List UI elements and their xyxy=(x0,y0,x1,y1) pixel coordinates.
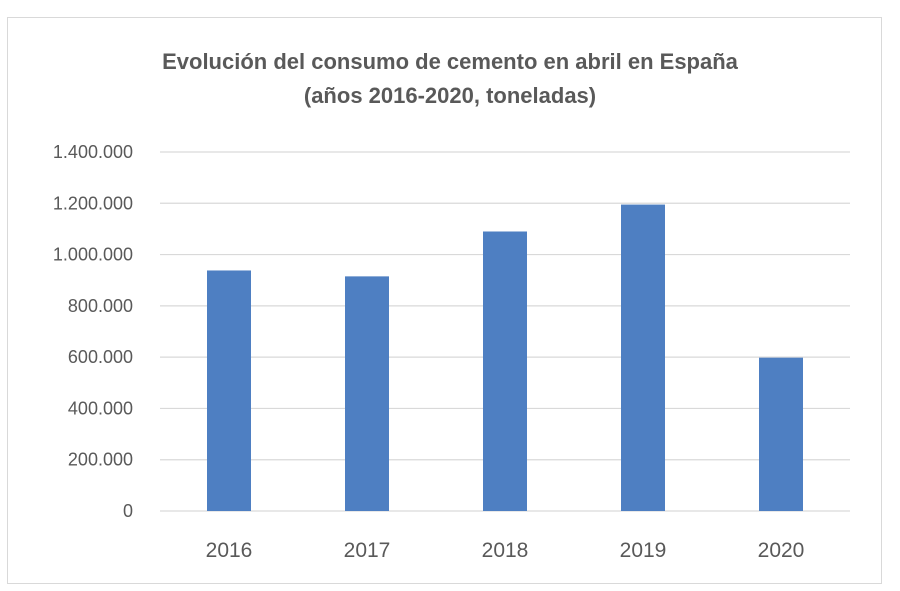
bar-2020 xyxy=(759,357,803,511)
y-tick-label: 400.000 xyxy=(68,398,133,418)
bar-2016 xyxy=(207,270,251,511)
y-tick-label: 1.000.000 xyxy=(53,245,133,265)
chart-subtitle: (años 2016-2020, toneladas) xyxy=(303,83,597,108)
x-tick-label-2020: 2020 xyxy=(758,539,805,562)
chart-frame xyxy=(7,17,882,584)
x-tick-label-2017: 2017 xyxy=(344,539,391,562)
chart-title-block: Evolución del consumo de cemento en abri… xyxy=(0,45,900,113)
x-tick-label-2016: 2016 xyxy=(206,539,253,562)
y-tick-label: 200.000 xyxy=(68,450,133,470)
y-tick-label: 1.200.000 xyxy=(53,193,133,213)
y-tick-label: 600.000 xyxy=(68,347,133,367)
x-tick-label-2018: 2018 xyxy=(482,539,529,562)
x-axis-tick-labels: 2016 2017 2018 2019 2020 xyxy=(206,539,805,562)
y-tick-label: 1.400.000 xyxy=(53,142,133,162)
chart-title: Evolución del consumo de cemento en abri… xyxy=(162,49,738,74)
y-axis-tick-labels: 0 200.000 400.000 600.000 800.000 1.000.000 1.… xyxy=(53,142,133,521)
x-tick-label-2019: 2019 xyxy=(620,539,667,562)
bar-2018 xyxy=(483,231,527,511)
y-tick-label: 0 xyxy=(123,501,133,521)
bar-2019 xyxy=(621,204,665,511)
y-tick-label: 800.000 xyxy=(68,296,133,316)
bars xyxy=(207,204,803,511)
bar-2017 xyxy=(345,276,389,511)
